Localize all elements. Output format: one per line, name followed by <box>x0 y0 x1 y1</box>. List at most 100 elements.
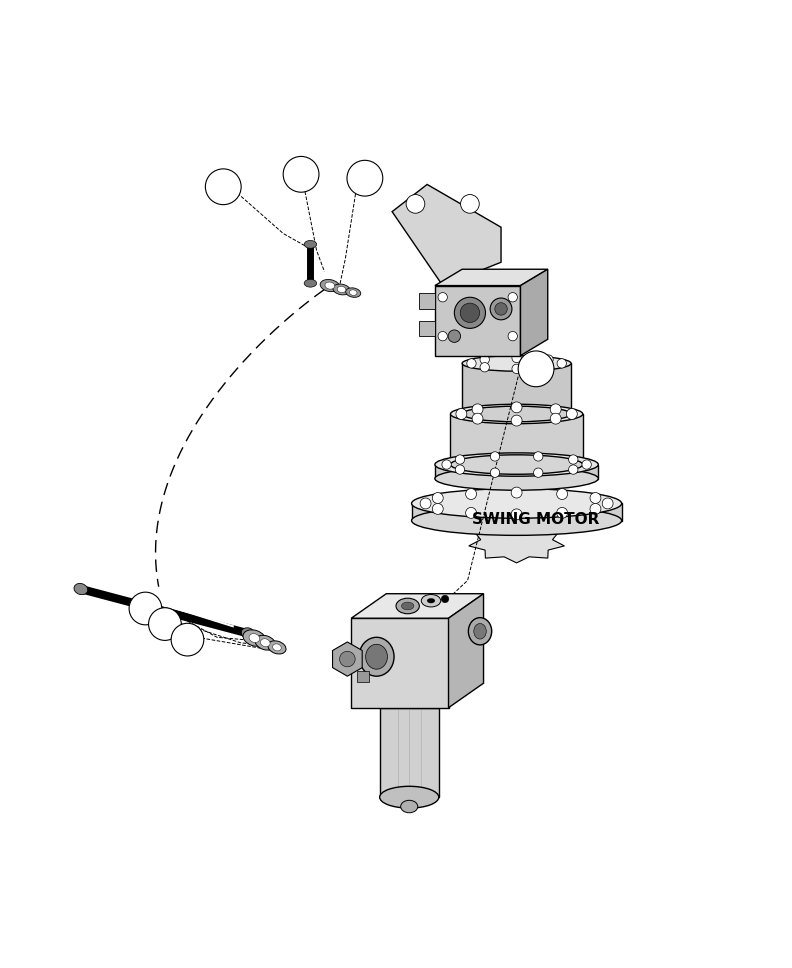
Ellipse shape <box>366 645 387 669</box>
Ellipse shape <box>243 630 266 647</box>
Polygon shape <box>435 286 520 355</box>
Circle shape <box>544 363 553 372</box>
Circle shape <box>461 195 479 213</box>
Ellipse shape <box>468 618 492 645</box>
Circle shape <box>438 331 447 341</box>
Ellipse shape <box>401 801 418 813</box>
Ellipse shape <box>460 303 480 322</box>
Polygon shape <box>412 503 622 521</box>
Circle shape <box>511 509 522 520</box>
Circle shape <box>557 489 568 499</box>
Circle shape <box>557 507 568 518</box>
Circle shape <box>472 404 483 414</box>
Circle shape <box>569 465 578 474</box>
Circle shape <box>406 195 425 213</box>
Ellipse shape <box>345 287 361 297</box>
Circle shape <box>456 408 466 419</box>
Circle shape <box>508 331 517 341</box>
Ellipse shape <box>249 634 260 643</box>
Circle shape <box>347 161 383 197</box>
Ellipse shape <box>74 584 88 594</box>
Circle shape <box>518 351 554 387</box>
Ellipse shape <box>421 594 440 607</box>
Ellipse shape <box>451 405 583 424</box>
Circle shape <box>490 452 500 461</box>
Ellipse shape <box>304 240 317 248</box>
Ellipse shape <box>359 637 394 677</box>
Ellipse shape <box>337 287 346 292</box>
Polygon shape <box>419 320 435 336</box>
Ellipse shape <box>325 282 335 289</box>
Circle shape <box>129 592 162 624</box>
Circle shape <box>455 455 465 465</box>
Ellipse shape <box>379 786 439 808</box>
Ellipse shape <box>242 628 255 639</box>
Circle shape <box>466 359 476 368</box>
Polygon shape <box>463 363 571 414</box>
Ellipse shape <box>255 635 276 650</box>
Ellipse shape <box>349 289 357 295</box>
Ellipse shape <box>304 280 317 287</box>
Circle shape <box>480 355 489 364</box>
Ellipse shape <box>268 641 286 654</box>
Polygon shape <box>352 593 484 619</box>
Circle shape <box>432 503 444 514</box>
Circle shape <box>590 493 601 503</box>
Circle shape <box>569 455 578 465</box>
Circle shape <box>432 493 444 503</box>
Circle shape <box>582 460 592 469</box>
Polygon shape <box>392 185 501 286</box>
Circle shape <box>340 651 355 667</box>
Polygon shape <box>469 523 565 563</box>
Circle shape <box>557 359 566 368</box>
Polygon shape <box>520 269 548 355</box>
Polygon shape <box>352 619 448 708</box>
Circle shape <box>511 415 522 426</box>
Text: SWING MOTOR: SWING MOTOR <box>472 511 600 527</box>
Polygon shape <box>435 269 548 286</box>
Circle shape <box>205 168 241 204</box>
Circle shape <box>442 460 451 469</box>
Circle shape <box>480 363 489 372</box>
Ellipse shape <box>427 598 435 603</box>
Circle shape <box>441 595 449 603</box>
Polygon shape <box>379 708 439 798</box>
Circle shape <box>284 157 319 193</box>
Ellipse shape <box>402 602 414 610</box>
Circle shape <box>171 623 204 656</box>
Ellipse shape <box>495 303 507 316</box>
Circle shape <box>490 468 500 477</box>
Ellipse shape <box>463 355 571 371</box>
Polygon shape <box>357 671 369 682</box>
Circle shape <box>512 364 521 374</box>
Circle shape <box>511 487 522 498</box>
Ellipse shape <box>448 330 461 343</box>
Ellipse shape <box>435 453 598 476</box>
Circle shape <box>512 353 521 363</box>
Polygon shape <box>451 414 583 465</box>
Ellipse shape <box>455 297 485 328</box>
Circle shape <box>566 408 577 419</box>
Circle shape <box>455 465 465 474</box>
Circle shape <box>590 503 601 514</box>
Circle shape <box>534 468 543 477</box>
Circle shape <box>602 498 613 509</box>
Polygon shape <box>448 593 484 708</box>
Ellipse shape <box>272 644 281 650</box>
Circle shape <box>550 404 561 414</box>
Circle shape <box>466 489 477 499</box>
Ellipse shape <box>261 639 270 647</box>
Circle shape <box>420 498 431 509</box>
Ellipse shape <box>396 598 419 614</box>
Ellipse shape <box>490 298 512 319</box>
Polygon shape <box>435 465 598 478</box>
Polygon shape <box>333 642 362 677</box>
Circle shape <box>534 452 543 461</box>
Polygon shape <box>419 293 435 309</box>
Circle shape <box>508 292 517 302</box>
Circle shape <box>544 355 553 364</box>
Ellipse shape <box>474 623 486 639</box>
Ellipse shape <box>412 489 622 518</box>
Ellipse shape <box>463 407 571 422</box>
Circle shape <box>438 292 447 302</box>
